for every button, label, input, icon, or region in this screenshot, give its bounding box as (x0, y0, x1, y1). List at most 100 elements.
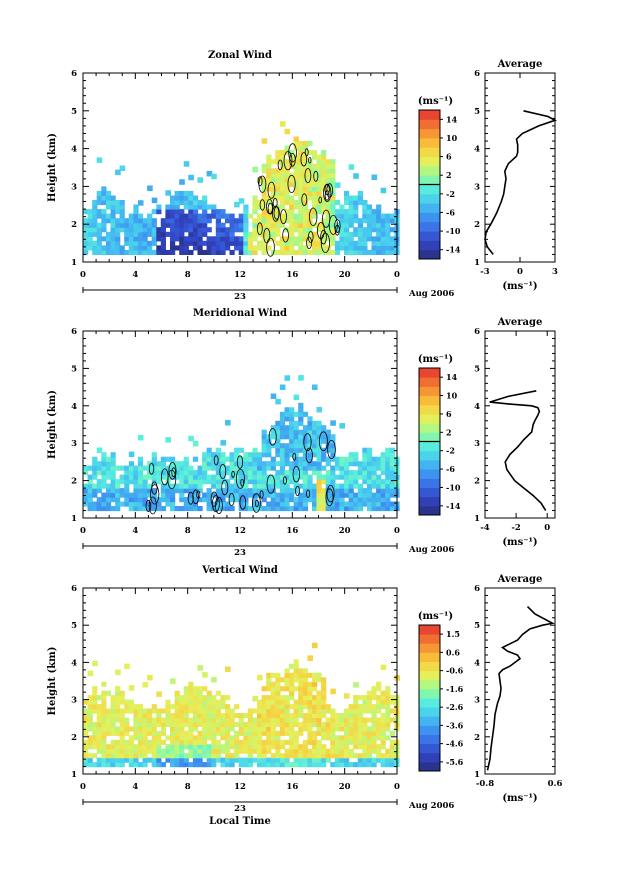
heatmap-cell (289, 434, 295, 440)
heatmap-cell (133, 483, 139, 489)
heatmap-cell (284, 249, 290, 255)
heatmap-cell (197, 708, 203, 714)
heatmap-cell (119, 762, 125, 768)
heatmap-cell (270, 717, 276, 723)
heatmap-cell (225, 730, 231, 736)
heatmap-cell (137, 713, 144, 719)
heatmap-cell (197, 690, 203, 696)
heatmap-cell (293, 447, 299, 453)
heatmap-cell (284, 200, 290, 206)
heatmap-cell (302, 726, 308, 732)
heatmap-cell (302, 204, 308, 210)
heatmap-cell (124, 501, 130, 507)
contour-line (267, 181, 276, 199)
heatmap-cell (270, 177, 276, 183)
heatmap-cell (385, 757, 391, 763)
heatmap-cell (257, 704, 263, 710)
heatmap-cell (257, 456, 263, 462)
heatmap-cell (105, 465, 112, 471)
heatmap-cell (257, 245, 263, 251)
heatmap-cell (257, 492, 263, 498)
heatmap-cell (252, 231, 258, 237)
heatmap-cell (362, 708, 368, 714)
heatmap-cell (302, 434, 308, 440)
heatmap-cell (389, 753, 395, 759)
heatmap-cell (307, 672, 313, 678)
heatmap-cell (147, 222, 153, 228)
heatmap-cell (339, 465, 345, 471)
heatmap-cell (344, 213, 350, 219)
heatmap-cell (188, 479, 194, 485)
heatmap-cell (215, 488, 221, 494)
heatmap-cell (275, 744, 281, 750)
heatmap-cell (302, 704, 308, 710)
heatmap-cell (101, 704, 107, 710)
heatmap-cell (279, 686, 286, 692)
heatmap-cell (101, 218, 107, 224)
colorbar-tick-label: 10 (446, 133, 458, 143)
heatmap-cell (330, 721, 336, 727)
heatmap-cell (344, 190, 350, 196)
date-label: Aug 2006 (408, 545, 454, 555)
heatmap-cell (92, 231, 98, 237)
heatmap-cell (92, 686, 98, 692)
heatmap-cell (293, 136, 299, 142)
heatmap-cell (307, 748, 313, 754)
heatmap-cell (302, 145, 308, 151)
heatmap-cell (270, 739, 276, 745)
heatmap-cell (330, 735, 336, 741)
heatmap-cell (385, 465, 391, 471)
heatmap-cell (119, 165, 126, 171)
heatmap-cell (252, 452, 258, 458)
heatmap-cell (302, 474, 308, 480)
heatmap-cell (151, 762, 157, 768)
heatmap-cell (316, 461, 322, 467)
heatmap-cell (206, 461, 212, 467)
heatmap-cell (289, 506, 295, 512)
heatmap-cell (266, 213, 272, 219)
heatmap-cell (105, 762, 112, 768)
heatmap-cell (170, 492, 176, 498)
heatmap-cell (188, 721, 194, 727)
heatmap-cell (83, 497, 89, 503)
heatmap-cell (133, 204, 139, 210)
heatmap-cell (362, 200, 368, 206)
heatmap-cell (192, 492, 199, 498)
heatmap-cell (101, 190, 107, 196)
colorbar-tick-label: -1.6 (446, 684, 464, 694)
heatmap-cell (119, 748, 125, 754)
heatmap-cell (344, 730, 350, 736)
heatmap-cell (366, 218, 373, 224)
heatmap-cell (160, 465, 166, 471)
heatmap-cell (234, 744, 240, 750)
heatmap-cell (142, 717, 148, 723)
heatmap-cell (348, 708, 354, 714)
heatmap-cell (325, 168, 331, 174)
heatmap-cell (192, 470, 199, 476)
heatmap-cell (238, 726, 244, 732)
heatmap-cell (179, 721, 185, 727)
heatmap-cell (302, 713, 308, 719)
heatmap-cell (101, 461, 107, 467)
heatmap-cell (133, 730, 139, 736)
heatmap-cell (289, 443, 295, 449)
heatmap-cell (192, 735, 199, 741)
heatmap-cell (128, 748, 134, 754)
heatmap-cell (101, 748, 107, 754)
heatmap-cell (179, 717, 185, 723)
heatmap-cell (115, 739, 121, 745)
colorbar-segment (419, 652, 440, 662)
heatmap-cell (247, 470, 253, 476)
heatmap-cell (284, 470, 290, 476)
heatmap-cell (312, 249, 318, 255)
heatmap-cell (215, 479, 221, 485)
heatmap-cell (243, 735, 249, 741)
heatmap-cell (321, 452, 327, 458)
heatmap-cell (83, 488, 89, 494)
heatmap-cell (289, 762, 295, 768)
heatmap-cell (137, 434, 144, 441)
heatmap-cell (348, 748, 354, 754)
heatmap-cell (179, 726, 185, 732)
heatmap-cell (298, 209, 304, 215)
heatmap-cell (330, 420, 336, 426)
